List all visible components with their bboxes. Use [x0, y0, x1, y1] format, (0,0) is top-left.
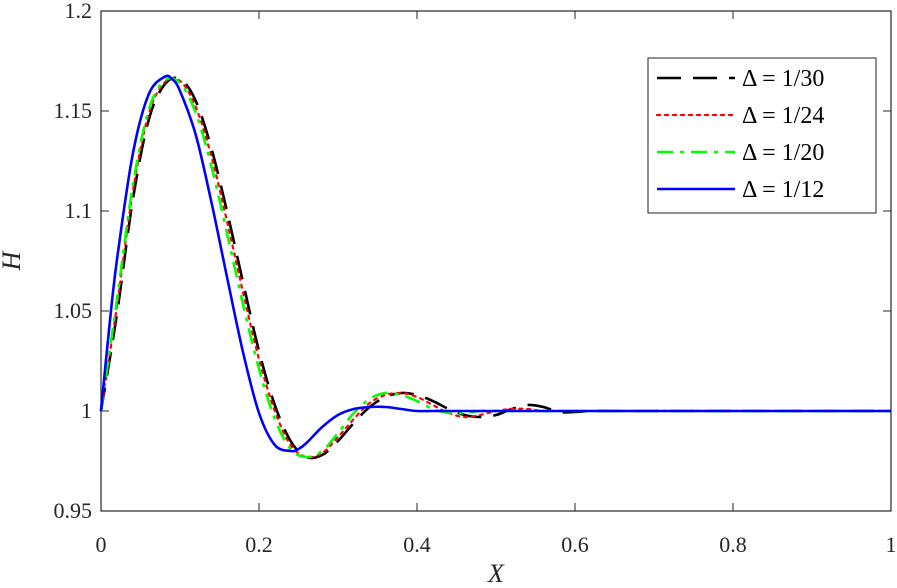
y-tick-label: 1.15 [54, 98, 93, 123]
x-tick-label: 0.8 [719, 532, 747, 557]
x-axis-title: X [487, 559, 505, 588]
legend-label-4: Δ = 1/12 [742, 177, 824, 203]
x-tick-label: 0 [96, 532, 107, 557]
legend: Δ = 1/30 Δ = 1/24 Δ = 1/20 Δ = 1/12 [647, 57, 877, 214]
y-axis: 0.95 1 1.05 1.1 1.15 1.2 [54, 0, 891, 523]
x-tick-label: 0.2 [245, 532, 273, 557]
legend-label-3: Δ = 1/20 [742, 140, 824, 166]
series-line-4 [99, 74, 891, 453]
y-tick-label: 1 [81, 398, 92, 423]
x-tick-label: 0.6 [561, 532, 589, 557]
y-tick-label: 0.95 [54, 498, 93, 523]
series-group [99, 74, 893, 460]
legend-label-2: Δ = 1/24 [742, 103, 824, 129]
y-axis-title: H [0, 250, 26, 271]
plot-area [100, 10, 892, 512]
legend-box [647, 57, 877, 214]
plot-frame [100, 10, 892, 512]
y-tick-label: 1.2 [65, 0, 93, 23]
y-tick-label: 1.05 [54, 298, 93, 323]
x-axis: 0 0.2 0.4 0.6 0.8 1 [96, 11, 897, 557]
x-tick-label: 0.4 [403, 532, 431, 557]
y-tick-label: 1.1 [65, 198, 93, 223]
legend-label-1: Δ = 1/30 [742, 66, 824, 92]
x-tick-label: 1 [886, 532, 897, 557]
